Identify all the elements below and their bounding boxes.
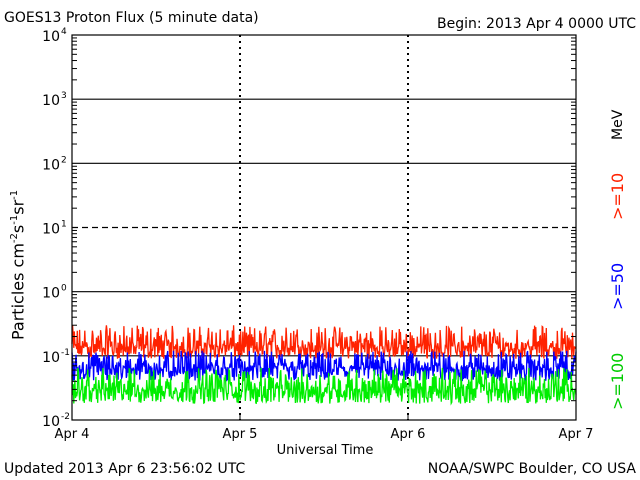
y-axis-label: Particles cm-2s-1sr-1: [8, 189, 28, 340]
series-layer: [71, 325, 577, 406]
y-tick-label: 10 1: [42, 220, 67, 238]
y-tick-exp: 1: [61, 220, 67, 230]
chart-title: GOES13 Proton Flux (5 minute data): [4, 10, 259, 26]
y-tick-base: 10: [42, 93, 60, 109]
begin-date: Begin: 2013 Apr 4 0000 UTC: [437, 16, 636, 32]
y-tick-exp: 0: [61, 284, 67, 294]
grid-lines: [72, 35, 576, 420]
y-tick-label: 10 -2: [42, 412, 70, 430]
legend-ge10: >=10: [608, 172, 627, 220]
y-tick-label: 10 -1: [42, 348, 70, 366]
plot-border: [71, 34, 577, 421]
x-tick-label: Apr 5: [223, 427, 258, 442]
y-tick-base: 10: [42, 414, 60, 430]
y-tick-label: 10 4: [42, 27, 67, 45]
y-tick-exp: -1: [61, 348, 70, 358]
y-tick-exp: -2: [61, 412, 70, 422]
series-line: [71, 367, 577, 406]
y-tick-exp: 4: [61, 27, 67, 37]
y-tick-base: 10: [42, 222, 60, 238]
x-axis-label: Universal Time: [277, 443, 374, 458]
plot-frame: [71, 34, 577, 421]
x-tick-label: Apr 7: [559, 427, 594, 442]
y-tick-exp: 3: [61, 91, 67, 101]
x-tick-label: Apr 4: [55, 427, 90, 442]
legend-unit-mev: MeV: [610, 109, 626, 140]
legend-ge50: >=50: [608, 262, 627, 310]
credit-text: NOAA/SWPC Boulder, CO USA: [427, 461, 636, 477]
y-tick-label: 10 3: [42, 91, 67, 109]
x-tick-label: Apr 6: [391, 427, 426, 442]
y-tick-label: 10 2: [42, 155, 67, 173]
y-tick-base: 10: [42, 286, 60, 302]
y-tick-base: 10: [42, 157, 60, 173]
y-tick-base: 10: [42, 29, 60, 45]
y-tick-base: 10: [42, 350, 60, 366]
y-tick-label: 10 0: [42, 284, 67, 302]
updated-timestamp: Updated 2013 Apr 6 23:56:02 UTC: [4, 461, 246, 477]
series-line: [71, 325, 577, 360]
series-line: [71, 350, 577, 383]
legend-ge100: >=100: [608, 352, 627, 410]
x-tick-labels: Apr 4 Apr 5 Apr 6 Apr 7: [55, 414, 594, 442]
y-tick-exp: 2: [61, 155, 67, 165]
